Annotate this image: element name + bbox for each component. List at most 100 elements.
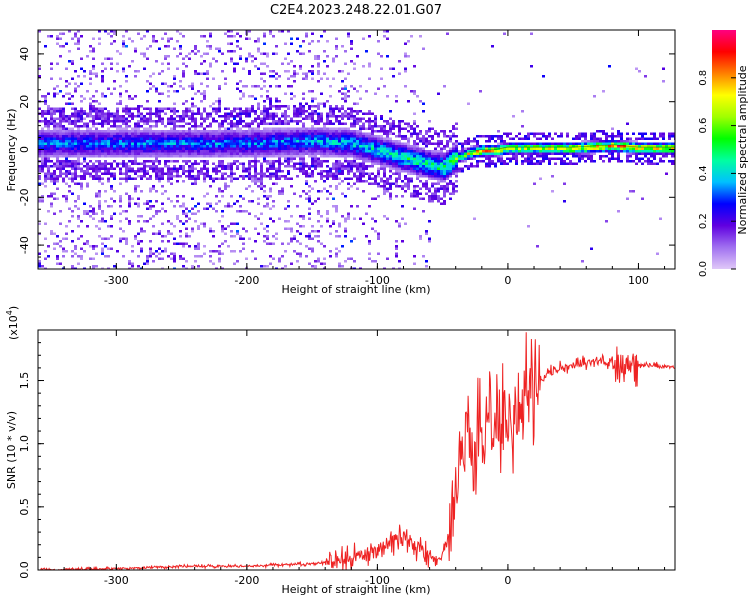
spectrogram-cell bbox=[302, 117, 305, 120]
spectrogram-cell bbox=[125, 237, 128, 240]
spectrogram-cell bbox=[218, 170, 221, 173]
spectrogram-cell bbox=[266, 107, 269, 110]
spectrogram-cell bbox=[263, 160, 266, 163]
spectrogram-cell bbox=[263, 117, 266, 120]
spectrogram-cell bbox=[44, 257, 47, 260]
spectrogram-cell bbox=[317, 140, 320, 143]
spectrogram-cell bbox=[239, 107, 242, 110]
spectrogram-cell bbox=[425, 265, 428, 268]
spectrogram-cell bbox=[506, 162, 509, 165]
spectrogram-cell bbox=[302, 122, 305, 125]
spectrogram-cell bbox=[296, 155, 299, 158]
spectrogram-cell bbox=[341, 112, 344, 115]
spectrogram-cell bbox=[383, 145, 386, 148]
spectrogram-cell bbox=[386, 160, 389, 163]
spectrogram-cell bbox=[395, 245, 398, 248]
spectrogram-cell bbox=[125, 167, 128, 170]
spectrogram-cell bbox=[299, 155, 302, 158]
spectrogram-cell bbox=[284, 155, 287, 158]
spectrogram-cell bbox=[308, 117, 311, 120]
spectrogram-cell bbox=[257, 125, 260, 128]
spectrogram-cell bbox=[314, 167, 317, 170]
spectrogram-cell bbox=[224, 132, 227, 135]
spectrogram-cell bbox=[479, 155, 482, 158]
spectrogram-cell bbox=[176, 40, 179, 43]
spectrogram-cell bbox=[134, 190, 137, 193]
spectrogram-cell bbox=[239, 35, 242, 38]
spectrogram-cell bbox=[350, 132, 353, 135]
spectrogram-cell bbox=[278, 140, 281, 143]
spectrogram-cell bbox=[92, 72, 95, 75]
spectrogram-cell bbox=[296, 252, 299, 255]
spectrogram-cell bbox=[65, 85, 68, 88]
spectrogram-cell bbox=[155, 115, 158, 118]
spectrogram-cell bbox=[146, 137, 149, 140]
spectrogram-cell bbox=[401, 157, 404, 160]
spectrogram-cell bbox=[149, 132, 152, 135]
spectrogram-cell bbox=[296, 230, 299, 233]
spectrogram-cell bbox=[485, 155, 488, 158]
spectrogram-cell bbox=[56, 110, 59, 113]
spectrogram-cell bbox=[443, 200, 446, 203]
spectrogram-cell bbox=[437, 155, 440, 158]
spectrogram-cell bbox=[221, 145, 224, 148]
spectrogram-cell bbox=[38, 260, 41, 263]
spectrogram-cell bbox=[398, 222, 401, 225]
spectrogram-cell bbox=[74, 182, 77, 185]
spectrogram-cell bbox=[401, 162, 404, 165]
spectrogram-cell bbox=[371, 155, 374, 158]
spectrogram-cell bbox=[122, 130, 125, 133]
spectrogram-cell bbox=[581, 142, 584, 145]
spectrogram-cell bbox=[203, 135, 206, 138]
spectrogram-cell bbox=[302, 225, 305, 228]
spectrogram-cell bbox=[53, 112, 56, 115]
spectrogram-cell bbox=[410, 155, 413, 158]
spectrogram-cell bbox=[203, 167, 206, 170]
spectrogram-cell bbox=[578, 157, 581, 160]
spectrogram-cell bbox=[137, 137, 140, 140]
spectrogram-cell bbox=[302, 127, 305, 130]
spectrogram-cell bbox=[86, 152, 89, 155]
spectrogram-cell bbox=[380, 177, 383, 180]
spectrogram-cell bbox=[323, 142, 326, 145]
spectrogram-cell bbox=[341, 165, 344, 168]
spectrogram-cell bbox=[341, 87, 344, 90]
spectrogram-cell bbox=[275, 175, 278, 178]
spectrogram-cell bbox=[128, 267, 131, 269]
spectrogram-cell bbox=[221, 177, 224, 180]
spectrogram-cell bbox=[113, 132, 116, 135]
spectrogram-cell bbox=[56, 125, 59, 128]
spectrogram-cell bbox=[398, 152, 401, 155]
spectrogram-cell bbox=[89, 70, 92, 73]
spectrogram-cell bbox=[245, 125, 248, 128]
spectrogram-cell bbox=[89, 112, 92, 115]
spectrogram-cell bbox=[491, 145, 494, 148]
spectrogram-cell bbox=[56, 187, 59, 190]
spectrogram-cell bbox=[167, 137, 170, 140]
spectrogram-cell bbox=[209, 47, 212, 50]
spectrogram-cell bbox=[284, 150, 287, 153]
spectrogram-cell bbox=[389, 167, 392, 170]
spectrogram-cell bbox=[272, 162, 275, 165]
spectrogram-cell bbox=[41, 167, 44, 170]
spectrogram-cell bbox=[401, 142, 404, 145]
spectrogram-cell bbox=[578, 145, 581, 148]
spectrogram-cell bbox=[146, 145, 149, 148]
spectrogram-cell bbox=[131, 127, 134, 130]
spectrogram-cell bbox=[386, 120, 389, 123]
spectrogram-cell bbox=[101, 152, 104, 155]
spectrogram-cell bbox=[569, 150, 572, 153]
spectrogram-cell bbox=[104, 245, 107, 248]
spectrogram-cell bbox=[320, 142, 323, 145]
spectrogram-cell bbox=[53, 137, 56, 140]
spectrogram-cell bbox=[116, 135, 119, 138]
spectrogram-cell bbox=[353, 142, 356, 145]
spectrogram-cell bbox=[161, 222, 164, 225]
spectrogram-cell bbox=[263, 137, 266, 140]
spectrogram-cell bbox=[110, 165, 113, 168]
spectrogram-cell bbox=[98, 190, 101, 193]
spectrogram-cell bbox=[437, 180, 440, 183]
spectrogram-cell bbox=[266, 110, 269, 113]
spectrogram-cell bbox=[335, 167, 338, 170]
spectrogram-cell bbox=[74, 132, 77, 135]
